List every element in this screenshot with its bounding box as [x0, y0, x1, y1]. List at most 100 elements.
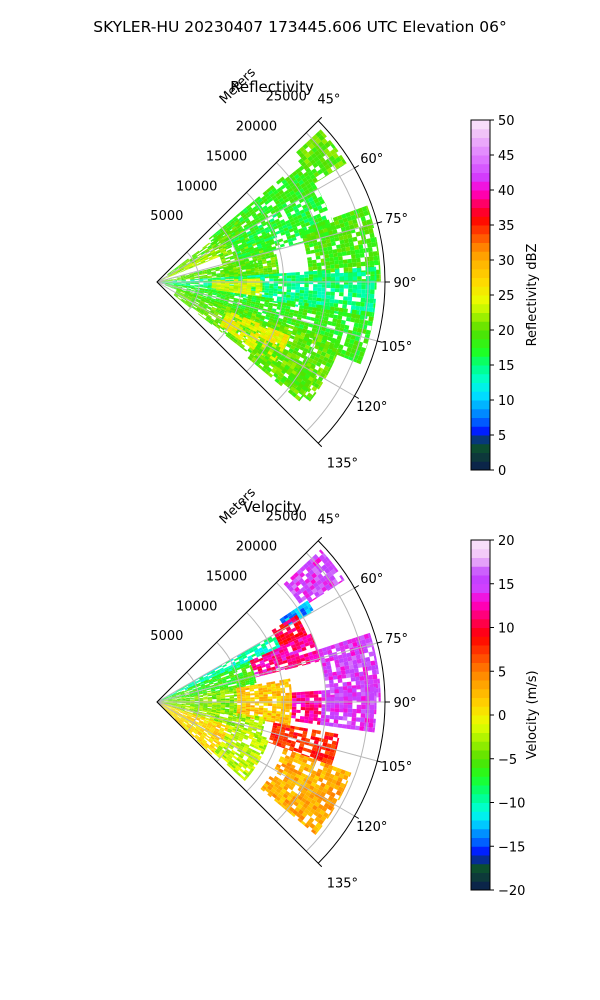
radar-gate	[173, 294, 178, 298]
radar-gate	[291, 275, 296, 279]
radar-gate	[287, 187, 294, 193]
radar-gate	[250, 705, 255, 708]
radar-gate	[308, 323, 314, 328]
radar-gate	[356, 658, 362, 664]
radar-gate	[258, 247, 264, 252]
radar-gate	[347, 220, 354, 226]
radar-gate	[361, 220, 368, 227]
radar-gate	[257, 245, 263, 250]
radar-gate	[211, 274, 217, 277]
radar-gate	[329, 171, 334, 175]
radar-gate	[299, 292, 305, 297]
radar-gate	[316, 579, 323, 586]
radar-gate	[197, 270, 203, 273]
colorbar-segment	[471, 198, 490, 208]
radar-gate	[254, 261, 257, 265]
radar-gate	[352, 236, 358, 242]
velocity-panel: Velocity Meters 5000 10000 15000 20000 2…	[150, 485, 540, 899]
radar-gate	[324, 353, 331, 359]
radar-gate	[330, 351, 336, 357]
radar-gate	[348, 276, 353, 281]
radar-gate	[308, 271, 314, 275]
radar-gate	[203, 680, 209, 684]
radar-gate	[182, 297, 187, 301]
radar-gate	[305, 704, 310, 708]
radar-gate	[208, 255, 214, 259]
radar-gate	[331, 225, 337, 231]
radar-gate	[255, 302, 260, 306]
radar-gate	[252, 242, 258, 247]
radar-gate	[335, 224, 341, 230]
radar-gate	[210, 267, 216, 270]
radar-gate	[178, 265, 183, 269]
radar-gate	[302, 562, 309, 570]
radar-gate	[360, 687, 366, 693]
radar-gate	[241, 213, 247, 219]
radar-gate	[334, 236, 340, 242]
radar-gate	[183, 685, 188, 688]
radar-gate	[256, 212, 262, 217]
radar-gate	[259, 237, 265, 242]
radar-gate	[312, 581, 319, 588]
radar-gate	[184, 302, 189, 306]
radar-gate	[241, 291, 247, 294]
radar-gate	[200, 678, 205, 682]
radar-gate	[173, 294, 178, 298]
radar-gate	[330, 288, 336, 292]
radar-gate	[307, 256, 312, 261]
radar-gate	[164, 285, 169, 287]
radar-gate	[347, 342, 354, 349]
radar-gate	[292, 698, 297, 702]
radar-gate	[206, 690, 212, 693]
radar-gate	[185, 300, 190, 305]
radar-gate	[290, 303, 296, 308]
radar-gate	[309, 691, 314, 695]
radar-gate	[266, 329, 272, 334]
radar-gate	[287, 215, 294, 220]
radar-gate	[350, 725, 356, 730]
radar-gate	[203, 290, 209, 293]
radar-gate	[310, 232, 316, 237]
radar-gate	[295, 275, 300, 279]
radar-gate	[276, 352, 282, 358]
radar-gate	[309, 700, 315, 705]
radar-gate	[330, 704, 335, 709]
radar-gate	[190, 279, 195, 280]
radar-gate	[244, 247, 250, 252]
radar-gate	[178, 295, 183, 299]
radar-gate	[199, 257, 204, 261]
radar-gate	[303, 218, 310, 224]
radar-gate	[348, 241, 355, 247]
radar-gate	[285, 698, 290, 702]
radar-gate	[286, 212, 292, 218]
radar-gate	[250, 707, 255, 710]
radar-gate	[338, 299, 344, 305]
radar-gate	[372, 307, 376, 313]
radar-gate	[212, 237, 218, 242]
radar-gate	[266, 195, 272, 201]
azimuth-tick-label: 135°	[327, 456, 358, 471]
radar-gate	[187, 686, 192, 690]
radar-gate	[233, 694, 238, 697]
colorbar-segment	[471, 303, 490, 313]
radar-gate	[238, 325, 244, 330]
radar-gate	[352, 276, 358, 281]
radar-gate	[298, 577, 305, 584]
radar-gate	[281, 321, 287, 326]
radar-gate	[340, 243, 346, 249]
radar-gate	[286, 278, 292, 282]
radar-gate	[227, 263, 233, 266]
radar-gate	[345, 337, 351, 343]
radar-gate	[207, 244, 212, 249]
radar-gate	[212, 678, 217, 682]
radar-gate	[211, 677, 217, 681]
radar-gate	[181, 277, 186, 279]
radar-gate	[339, 323, 346, 329]
radar-gate	[229, 271, 234, 274]
radar-gate	[287, 204, 293, 210]
radar-gate	[334, 269, 340, 274]
radar-gate	[317, 265, 322, 270]
radar-gate	[254, 707, 260, 710]
colorbar-segment	[471, 172, 490, 182]
radar-gate	[343, 700, 349, 705]
